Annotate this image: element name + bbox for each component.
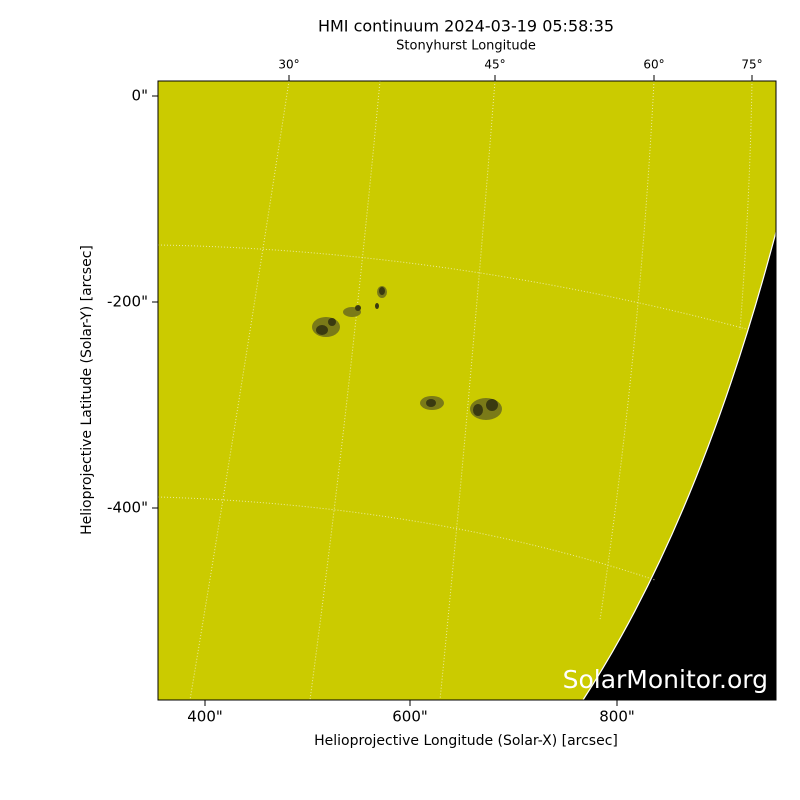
y-tick-label: -400" [107,499,148,517]
y-tick-label: 0" [132,87,148,105]
x-ticks: 400" 600" 800" [187,700,635,726]
space [583,232,776,700]
y-axis-label: Helioprojective Latitude (Solar-Y) [arcs… [79,245,95,535]
top-tick-label: 30° [278,58,299,72]
x-tick-label: 800" [599,708,635,726]
y-ticks: 0" -200" -400" [107,87,158,517]
title: HMI continuum 2024-03-19 05:58:35 [318,17,614,36]
plot-frame [157,80,777,701]
top-tick-label: 60° [643,58,664,72]
x-tick-label: 400" [187,708,223,726]
limb [582,231,777,701]
top-tick-label: 75° [741,58,762,72]
watermark: SolarMonitor.org [563,665,768,694]
sunspots [312,286,502,420]
top-ticks: 30° 45° 60° 75° [278,58,763,81]
y-tick-label: -200" [107,293,148,311]
top-tick-label: 45° [484,58,505,72]
coordinate-grid [157,80,753,701]
x-axis-label: Helioprojective Longitude (Solar-X) [arc… [314,733,618,749]
x-tick-label: 600" [392,708,428,726]
top-axis-label: Stonyhurst Longitude [396,39,536,54]
